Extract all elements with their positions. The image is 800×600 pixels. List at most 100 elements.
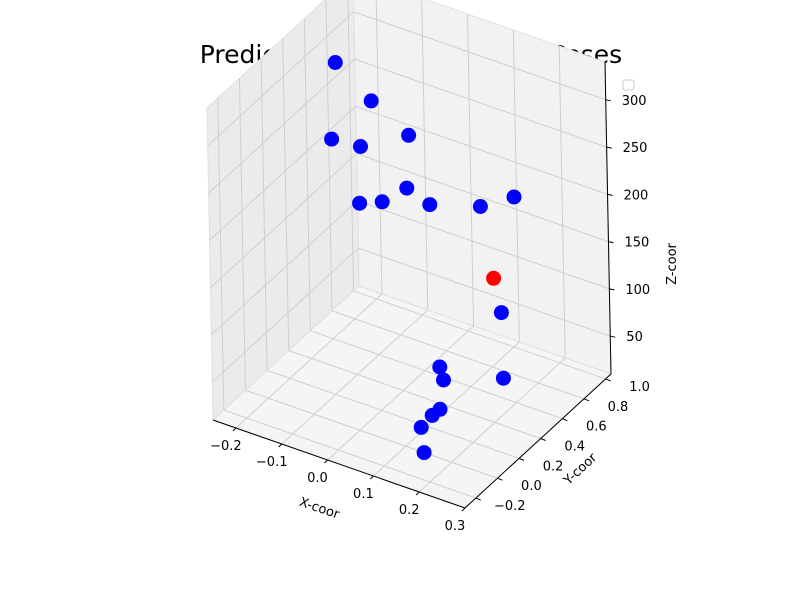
y-tick-mark: [562, 418, 568, 422]
series-0-point-10: [506, 189, 522, 205]
x-tick-mark: [278, 443, 283, 448]
x-axis-line: [212, 419, 466, 509]
grid-y-floor: [310, 330, 563, 420]
grid-y-floor: [245, 389, 498, 479]
grid-x-floor: [327, 325, 474, 461]
grid-y-side: [238, 78, 246, 391]
y-axis-line: [464, 373, 612, 509]
series-0-point-2: [363, 93, 379, 109]
y-tick-label: 0.8: [608, 400, 629, 415]
series-0-point-4: [401, 127, 417, 143]
data-points: [324, 55, 522, 461]
z-tick-label: 150: [625, 236, 650, 251]
series-0-point-15: [432, 401, 448, 417]
grid-y-side: [217, 98, 225, 411]
tick-labels: −0.2−0.10.00.10.20.3−0.20.00.20.40.60.81…: [210, 94, 650, 534]
y-tick-label: 0.4: [564, 440, 585, 455]
gridlines: [207, 0, 612, 509]
grid-x-back: [512, 29, 520, 343]
x-tick-mark: [415, 491, 420, 496]
series-0-point-16: [413, 419, 429, 435]
series-0-point-0: [327, 55, 343, 70]
z-tick-mark: [610, 335, 616, 338]
x-tick-label: 0.2: [399, 503, 420, 518]
series-0-point-3: [353, 139, 368, 154]
x-tick-mark: [370, 475, 374, 480]
x-tick-label: 0.0: [307, 471, 328, 486]
y-tick-mark: [540, 438, 546, 441]
z-tick-label: 200: [624, 188, 649, 203]
series-1-point-0: [486, 270, 502, 286]
grid-z-side: [207, 11, 355, 147]
grid-x-back: [558, 45, 566, 359]
x-tick-label: −0.2: [210, 439, 242, 454]
z-tick-mark: [608, 241, 614, 244]
grid-y-side: [325, 0, 333, 311]
z-tick-label: 100: [625, 283, 650, 298]
z-tick-mark: [609, 288, 615, 291]
y-tick-label: 1.0: [629, 380, 650, 395]
legend-box: [622, 79, 635, 91]
y-tick-label: −0.2: [494, 499, 526, 514]
grid-z-side: [211, 247, 359, 383]
y-tick-label: 0.2: [543, 459, 564, 474]
grid-y-floor: [288, 350, 541, 439]
y-tick-mark: [518, 457, 525, 461]
grid-z-back: [357, 200, 610, 290]
x-tick-mark: [324, 459, 328, 464]
z-tick-label: 300: [622, 94, 647, 109]
z-axis-label: Z-coor: [665, 242, 680, 284]
grid-z-side: [210, 153, 357, 289]
axis-panes: [206, 0, 612, 509]
grid-y-side: [303, 18, 311, 331]
series-0-point-13: [432, 359, 448, 375]
y-tick-label: 0.0: [521, 479, 542, 494]
z-tick-mark: [605, 99, 611, 102]
x-tick-label: 0.3: [445, 519, 466, 534]
z-tick-label: 250: [623, 141, 648, 156]
y-tick-mark: [475, 497, 482, 501]
grid-x-back: [467, 13, 475, 327]
grid-z-back: [355, 105, 608, 195]
z-tick-mark: [607, 193, 613, 196]
series-0-point-18: [495, 370, 511, 386]
grid-y-floor: [331, 310, 585, 400]
series-0-point-6: [374, 194, 390, 210]
series-0-point-9: [472, 199, 488, 214]
grid-z-back: [356, 153, 609, 243]
y-tick-mark: [605, 378, 611, 382]
y-tick-mark: [583, 398, 590, 402]
grid-y-floor: [266, 369, 520, 459]
y-axis-label: Y-coor: [560, 450, 600, 489]
grid-y-side: [347, 0, 355, 291]
series-0-point-11: [493, 305, 509, 321]
grid-z-back: [354, 58, 607, 148]
grid-z-side: [209, 105, 356, 241]
series-0-point-1: [324, 131, 340, 147]
axis-lines: [212, 61, 612, 509]
grid-z-side: [208, 58, 355, 194]
grid-z-side: [211, 200, 358, 336]
x-axis-label: X-coor: [297, 495, 342, 523]
y-tick-label: 0.6: [586, 420, 607, 435]
grid-x-back: [375, 0, 383, 295]
grid-x-floor: [235, 293, 383, 429]
grid-y-side: [260, 58, 268, 371]
x-tick-label: 0.1: [353, 487, 374, 502]
z-tick-label: 50: [626, 330, 643, 345]
x-tick-label: −0.1: [256, 455, 288, 470]
z-axis-line: [604, 61, 612, 375]
series-0-point-7: [399, 180, 415, 196]
grid-z-back: [358, 247, 611, 337]
series-0-point-12: [436, 372, 451, 388]
z-tick-mark: [606, 146, 612, 149]
series-0-point-17: [416, 445, 432, 461]
grid-z-back: [353, 11, 606, 101]
x-tick-mark: [232, 427, 237, 432]
grid-y-floor: [353, 290, 606, 380]
grid-x-floor: [418, 357, 566, 493]
x-tick-mark: [461, 507, 466, 512]
y-tick-mark: [497, 477, 503, 481]
series-0-point-5: [352, 195, 368, 211]
